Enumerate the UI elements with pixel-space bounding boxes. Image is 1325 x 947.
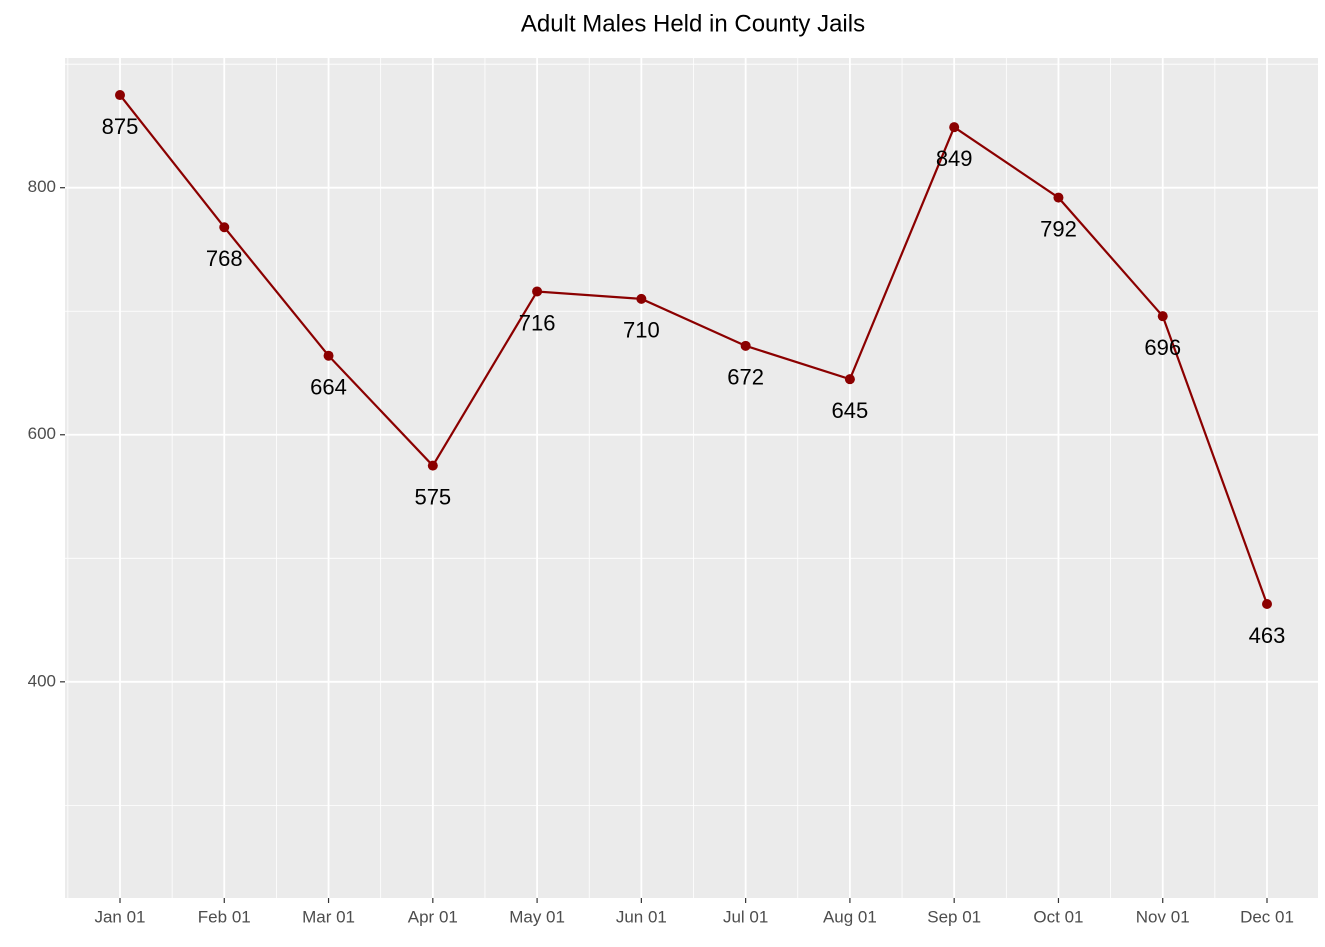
x-tick-label: May 01 [509, 907, 565, 926]
x-tick-label: Feb 01 [198, 907, 251, 926]
panel [65, 58, 1318, 898]
x-tick-label: Dec 01 [1240, 907, 1294, 926]
data-label: 792 [1040, 216, 1077, 241]
point [115, 90, 125, 101]
point [323, 350, 334, 361]
data-label: 664 [310, 375, 347, 400]
data-label: 696 [1144, 335, 1181, 360]
point [636, 293, 647, 304]
x-tick-label: Apr 01 [408, 907, 458, 926]
x-tick-label: Jul 01 [723, 907, 768, 926]
data-label: 463 [1249, 623, 1286, 648]
point [427, 460, 438, 471]
data-label: 849 [936, 146, 973, 171]
x-tick-label: Jun 01 [616, 907, 667, 926]
x-tick-label: Nov 01 [1136, 907, 1190, 926]
point [949, 122, 960, 133]
data-label: 716 [519, 310, 556, 335]
data-label: 645 [832, 398, 869, 423]
data-label: 875 [102, 114, 139, 139]
point [1262, 599, 1272, 609]
chart-title: Adult Males Held in County Jails [521, 10, 865, 37]
y-tick-label: 400 [28, 671, 56, 690]
y-tick-label: 800 [28, 177, 56, 196]
line [119, 94, 1269, 605]
point [1053, 192, 1064, 203]
data-label: 768 [206, 246, 243, 271]
data-label: 672 [727, 365, 764, 390]
x-tick-label: Oct 01 [1033, 907, 1083, 926]
point [844, 374, 855, 385]
point [740, 340, 751, 351]
data-label: 710 [623, 318, 660, 343]
y-tick-label: 600 [28, 424, 56, 443]
x-tick-label: Jan 01 [94, 907, 145, 926]
point [532, 286, 543, 297]
x-tick-label: Sep 01 [927, 907, 981, 926]
point [1157, 311, 1168, 322]
point [219, 222, 230, 233]
data-label: 575 [414, 484, 451, 509]
x-tick-label: Aug 01 [823, 907, 877, 926]
x-tick-label: Mar 01 [302, 907, 355, 926]
